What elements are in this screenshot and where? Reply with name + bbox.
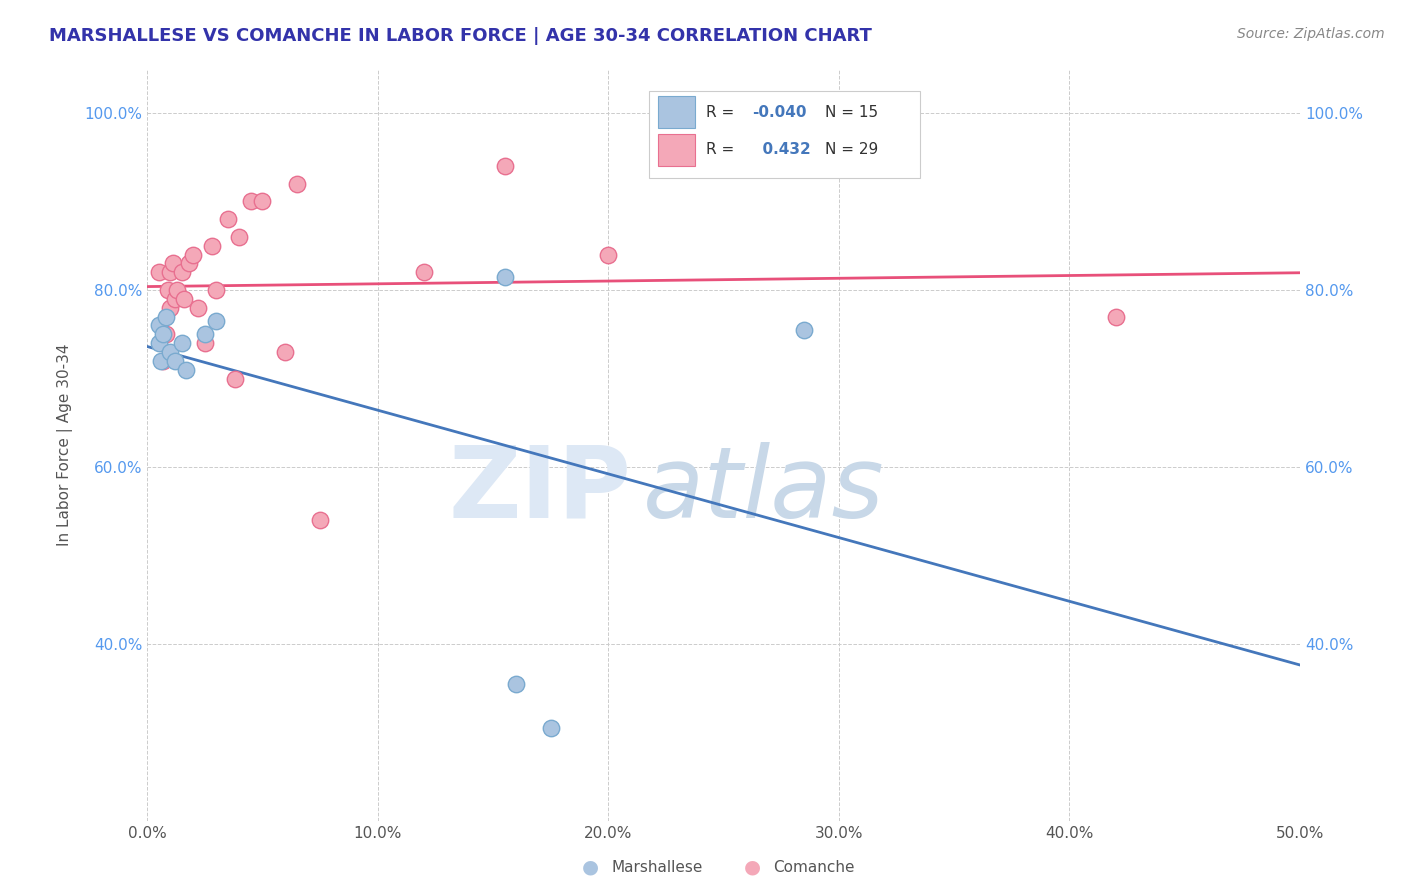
Point — [159, 301, 181, 315]
Point — [412, 265, 434, 279]
Y-axis label: In Labor Force | Age 30-34: In Labor Force | Age 30-34 — [58, 343, 73, 546]
Point — [163, 292, 186, 306]
Point — [205, 314, 228, 328]
Point — [148, 265, 170, 279]
Point — [239, 194, 262, 209]
Text: ●: ● — [582, 857, 599, 877]
Text: atlas: atlas — [643, 442, 884, 539]
Point — [156, 283, 179, 297]
Point — [170, 336, 193, 351]
Point — [155, 327, 177, 342]
Point — [793, 323, 815, 337]
Point — [149, 354, 172, 368]
Point — [205, 283, 228, 297]
Point — [163, 354, 186, 368]
Point — [1104, 310, 1126, 324]
Text: Source: ZipAtlas.com: Source: ZipAtlas.com — [1237, 27, 1385, 41]
Point — [194, 336, 217, 351]
Text: R =: R = — [706, 104, 740, 120]
Bar — [648, 91, 920, 178]
Point — [152, 354, 174, 368]
Point — [162, 256, 184, 270]
Point — [494, 269, 516, 284]
Text: N = 29: N = 29 — [825, 143, 879, 157]
Text: MARSHALLESE VS COMANCHE IN LABOR FORCE | AGE 30-34 CORRELATION CHART: MARSHALLESE VS COMANCHE IN LABOR FORCE |… — [49, 27, 872, 45]
Bar — [658, 96, 695, 128]
Point — [181, 247, 204, 261]
Point — [173, 292, 195, 306]
Point — [309, 513, 332, 527]
Point — [274, 345, 297, 359]
Point — [228, 229, 250, 244]
Text: R =: R = — [706, 143, 740, 157]
Bar — [658, 134, 695, 166]
Point — [170, 265, 193, 279]
Point — [176, 362, 198, 376]
Text: N = 15: N = 15 — [825, 104, 879, 120]
Point — [217, 212, 239, 227]
Point — [252, 194, 274, 209]
Text: 0.432: 0.432 — [752, 143, 811, 157]
Point — [159, 345, 181, 359]
Point — [540, 722, 562, 736]
Point — [201, 238, 224, 252]
Point — [148, 318, 170, 333]
Text: ZIP: ZIP — [449, 442, 631, 539]
Text: Marshallese: Marshallese — [612, 860, 703, 874]
Text: Comanche: Comanche — [773, 860, 855, 874]
Point — [194, 327, 217, 342]
Point — [152, 327, 174, 342]
Point — [598, 247, 620, 261]
Point — [505, 677, 527, 691]
Text: ●: ● — [744, 857, 761, 877]
Point — [155, 310, 177, 324]
Point — [224, 371, 246, 385]
Text: -0.040: -0.040 — [752, 104, 807, 120]
Point — [285, 177, 308, 191]
Point — [166, 283, 188, 297]
Point — [177, 256, 200, 270]
Point — [187, 301, 209, 315]
Point — [148, 336, 170, 351]
Point — [159, 265, 181, 279]
Point — [494, 159, 516, 173]
